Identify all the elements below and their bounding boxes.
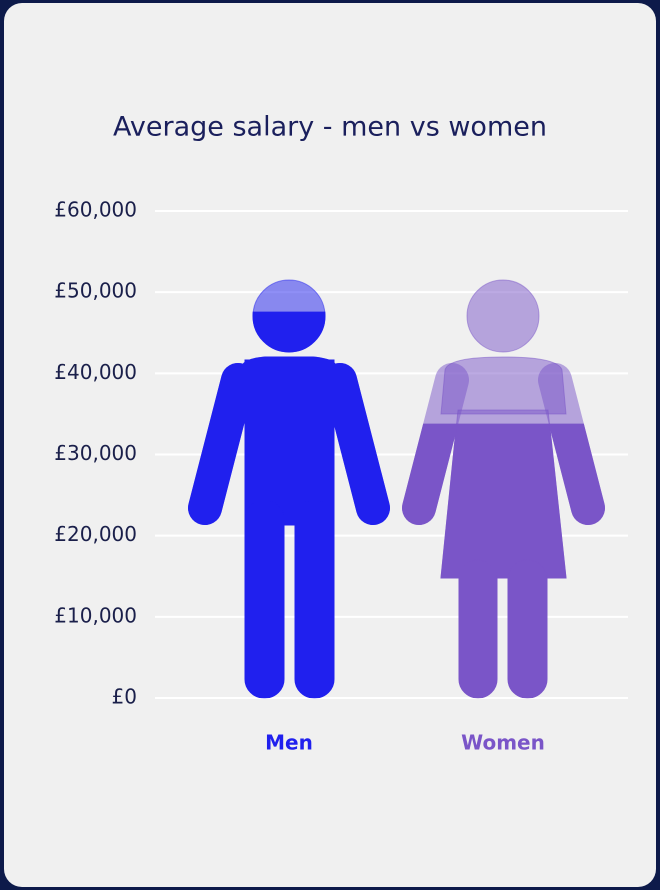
x-tick-label: Men <box>265 731 313 755</box>
y-tick-label: £50,000 <box>54 279 137 303</box>
y-tick-label: £60,000 <box>54 198 137 222</box>
y-tick-label: £40,000 <box>54 360 137 384</box>
y-tick-label: £20,000 <box>54 522 137 546</box>
y-tick-label: £30,000 <box>54 441 137 465</box>
y-tick-label: £10,000 <box>54 603 137 627</box>
chart-title: Average salary - men vs women <box>113 112 547 143</box>
x-tick-label: Women <box>461 731 545 755</box>
y-tick-label: £0 <box>112 685 137 709</box>
